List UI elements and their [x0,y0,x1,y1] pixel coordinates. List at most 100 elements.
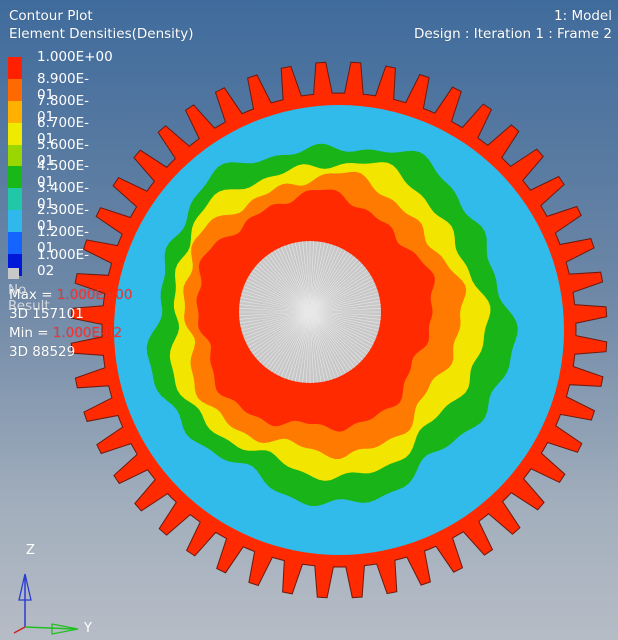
hub-mesh-line [274,311,311,374]
hub-mesh-line [309,261,361,313]
hub-mesh-line [252,270,311,313]
min-row: Min = 1.000E-02 [9,324,132,343]
hub-mesh-line [309,273,370,313]
hub-mesh-line [294,311,311,382]
hub-mesh-line [309,311,343,376]
hub-mesh-line [309,311,336,379]
no-result-label: No Result [8,282,50,314]
hub-mesh-line [309,311,329,381]
legend-label: 5.600E-01 [37,136,90,169]
hub-mesh-line [256,264,311,313]
hub-mesh-line [306,311,311,383]
hub-mesh-line [268,311,311,370]
hub-mesh-line [309,276,372,313]
hub-mesh-line [309,252,349,313]
model-info-block: 1: Model Design : Iteration 1 : Frame 2 [414,7,612,43]
hub-mesh-line [309,311,380,328]
hub-mesh-line [309,311,349,372]
hub-mesh-line [309,243,329,313]
legend-label: 4.500E-01 [37,158,90,191]
hub-mesh-line [262,258,311,313]
max-element: 3D 157101 [9,306,84,322]
hub-mesh-line [244,311,311,342]
z-axis-arrow-icon [18,573,32,601]
hub-mesh-line [309,311,318,383]
hub-mesh-lines [239,241,381,383]
hub-mesh-line [309,311,366,357]
hub-mesh-line [239,304,311,313]
hub-mesh-line [280,246,311,313]
hub-mesh-line [239,311,311,316]
hub-mesh-line [265,311,311,368]
hub-mesh-line [284,311,311,379]
legend-swatch [8,166,22,189]
hub-mesh-line [248,276,311,313]
hub-mesh-line [309,245,336,313]
hub-mesh-line [265,256,311,313]
hub-mesh-line [259,261,311,313]
hub-mesh-line [246,279,311,313]
hub-mesh-line [268,254,311,313]
hub-mesh-line [239,300,311,313]
legend-label: 3.400E-01 [37,180,90,213]
hub-mesh-line [309,258,358,313]
hub-mesh-line [309,311,378,335]
legend-label: 6.700E-01 [37,114,90,147]
hub-mesh-line [309,311,314,383]
hub-mesh-line [244,282,311,313]
hub-mesh-line [309,250,346,313]
hub-mesh-line [309,296,380,313]
no-result-entry: No Result [8,266,50,314]
hub-mesh-line [309,311,322,383]
x-axis-line [13,626,26,634]
hub-mesh-line [309,241,322,313]
legend-swatch [8,57,22,79]
hub-mesh-line [309,311,340,378]
hub-mesh-line [254,267,311,313]
hub-mesh-line [309,300,381,313]
hub-mesh-line [309,286,377,313]
hub-mesh-line [309,241,318,313]
hub-mesh-line [309,256,355,313]
hub-mesh-line [271,311,311,372]
hub-mesh-line [252,311,311,354]
hub-mesh-line [309,311,368,354]
hub-mesh-line [309,311,377,338]
legend-swatch [8,122,22,145]
hub-mesh-line [274,250,311,313]
min-max-stats: Max = 1.000E+00 3D 157101 Min = 1.000E-0… [9,286,132,362]
hub-mesh-line [309,279,374,313]
hub-mesh-line [306,241,311,313]
legend-swatch [8,232,22,255]
plot-type-label: Contour Plot [9,8,93,24]
hub-mesh-line [309,267,366,313]
hub-mesh-line [309,311,358,366]
hub-mesh-line [309,311,352,370]
hub-mesh-line [243,311,311,338]
hub-mesh-line [309,242,326,313]
max-prefix: Max = [9,287,53,303]
hub-mesh-line [309,308,381,313]
hub-mesh-line [309,311,381,324]
hub-mesh-line [298,311,311,383]
hub-mesh-line [287,311,311,380]
gear-model[interactable] [70,61,608,599]
hub-mesh-line [246,311,311,345]
hub-mesh-line [309,289,378,313]
hub-mesh-line [291,243,311,313]
hub-mesh-line [309,241,314,313]
hub-mesh-line [280,311,311,378]
min-element: 3D 88529 [9,344,76,360]
legend-label: 1.000E+00 [37,49,113,65]
hub-mesh-line [241,293,311,313]
hub-mesh-line [309,311,361,363]
legend-label: 1.200E-01 [37,224,90,257]
hub-mesh-line [294,242,311,313]
hub-mesh-line [309,311,374,345]
hub-mesh-line [287,244,311,313]
hub-mesh-line [309,311,326,382]
hub-mesh-line [248,311,311,348]
legend-swatch [8,144,22,167]
hub-mesh-line [309,293,379,313]
